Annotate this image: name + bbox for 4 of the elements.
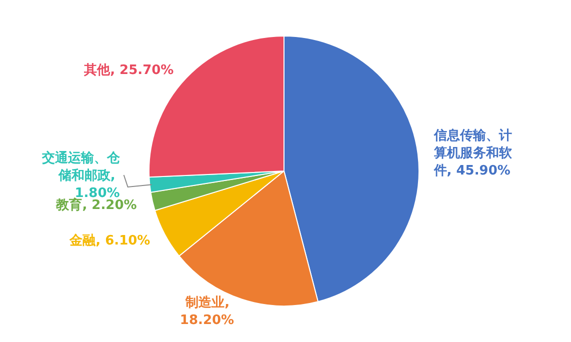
slice-label: 制造业, 18.20%: [180, 295, 234, 328]
slice-label: 金融, 6.10%: [68, 234, 150, 249]
slice-label: 信息传输、计算机服务和软件, 45.90%: [432, 127, 513, 178]
slice-label: 其他, 25.70%: [83, 63, 174, 78]
